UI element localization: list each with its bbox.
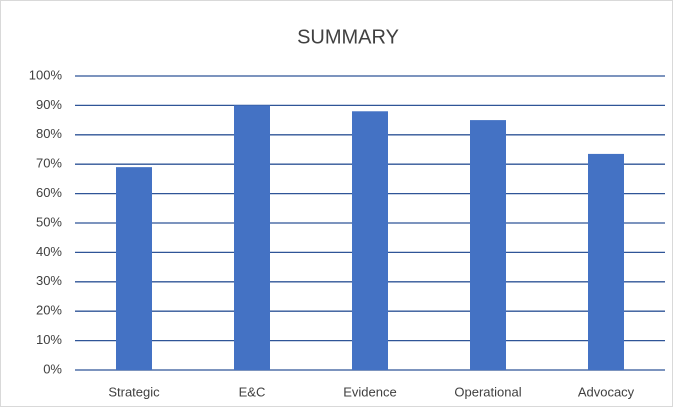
y-tick-label: 20% bbox=[36, 303, 62, 318]
x-tick-label: Strategic bbox=[108, 384, 160, 399]
bar bbox=[116, 167, 152, 370]
y-tick-label: 30% bbox=[36, 273, 62, 288]
y-tick-label: 70% bbox=[36, 156, 62, 171]
y-tick-label: 100% bbox=[29, 67, 63, 82]
y-tick-label: 50% bbox=[36, 214, 62, 229]
x-tick-label: E&C bbox=[239, 384, 266, 399]
x-tick-label: Operational bbox=[454, 384, 521, 399]
y-tick-label: 10% bbox=[36, 332, 62, 347]
bar bbox=[234, 105, 270, 371]
y-tick-label: 0% bbox=[43, 361, 62, 376]
x-tick-label: Evidence bbox=[343, 384, 396, 399]
bar bbox=[352, 111, 388, 370]
y-tick-label: 90% bbox=[36, 97, 62, 112]
x-tick-label: Advocacy bbox=[578, 384, 635, 399]
y-tick-label: 80% bbox=[36, 126, 62, 141]
bar bbox=[470, 120, 506, 370]
y-tick-label: 60% bbox=[36, 185, 62, 200]
bar bbox=[588, 153, 624, 370]
chart-title: SUMMARY bbox=[297, 26, 399, 48]
y-tick-label: 40% bbox=[36, 244, 62, 259]
